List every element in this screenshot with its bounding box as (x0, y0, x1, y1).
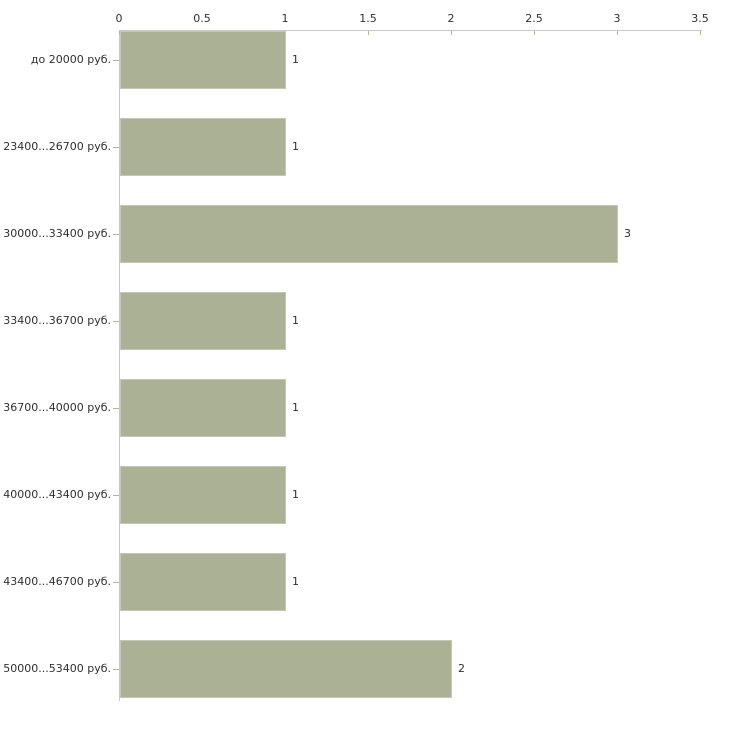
y-tick-mark (113, 147, 119, 148)
x-tick-label: 1 (281, 12, 289, 25)
value-label: 2 (458, 662, 465, 675)
category-label: 40000...43400 руб. (3, 488, 111, 501)
bar (120, 118, 286, 176)
x-tick-mark (617, 31, 618, 35)
value-label: 1 (292, 53, 299, 66)
value-label: 1 (292, 488, 299, 501)
y-tick-mark (113, 408, 119, 409)
category-label: 36700...40000 руб. (3, 401, 111, 414)
category-label: 30000...33400 руб. (3, 227, 111, 240)
x-tick-label: 1.5 (359, 12, 377, 25)
y-tick-mark (113, 234, 119, 235)
category-label: 33400...36700 руб. (3, 314, 111, 327)
x-tick-mark (451, 31, 452, 35)
y-tick-mark (113, 495, 119, 496)
x-tick-label: 0.5 (193, 12, 211, 25)
y-tick-mark (113, 669, 119, 670)
x-tick-mark (368, 31, 369, 35)
x-tick-mark (119, 31, 120, 35)
y-tick-mark (113, 60, 119, 61)
x-tick-label: 2 (447, 12, 455, 25)
bar (120, 292, 286, 350)
value-label: 1 (292, 140, 299, 153)
x-tick-label: 3.5 (691, 12, 709, 25)
value-label: 1 (292, 575, 299, 588)
x-axis-line (119, 30, 702, 31)
category-label: до 20000 руб. (30, 53, 111, 66)
value-label: 1 (292, 401, 299, 414)
y-axis-line (119, 30, 120, 701)
bar (120, 553, 286, 611)
y-tick-mark (113, 321, 119, 322)
bar (120, 379, 286, 437)
x-tick-mark (534, 31, 535, 35)
value-label: 3 (624, 227, 631, 240)
category-label: 23400...26700 руб. (3, 140, 111, 153)
bar (120, 640, 452, 698)
x-tick-label: 0 (115, 12, 123, 25)
bar (120, 31, 286, 89)
x-tick-label: 3 (613, 12, 621, 25)
y-tick-mark (113, 582, 119, 583)
bar (120, 466, 286, 524)
value-label: 1 (292, 314, 299, 327)
category-label: 50000...53400 руб. (3, 662, 111, 675)
x-tick-mark (700, 31, 701, 35)
x-tick-label: 2.5 (525, 12, 543, 25)
bar (120, 205, 618, 263)
category-label: 43400...46700 руб. (3, 575, 111, 588)
